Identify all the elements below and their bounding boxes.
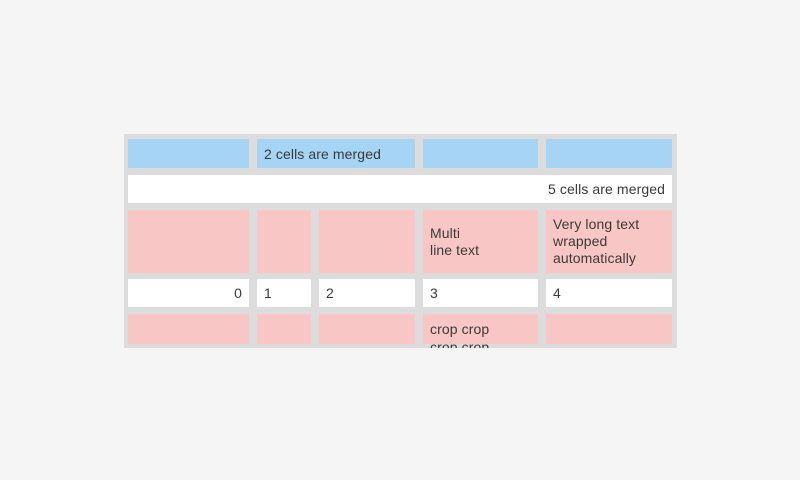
table-cell-r2-c2[interactable] [319,210,415,273]
value-4-label: 4 [553,285,561,301]
table-cell-r4-c2[interactable] [319,314,415,344]
value-2-label: 2 [326,285,334,301]
table-cell-crop[interactable]: crop crop crop crop crop crop [423,314,538,348]
table-cell-r4-c1[interactable] [257,314,311,344]
crop-label: crop crop crop crop crop crop [430,321,490,348]
table-cell-r0-c4[interactable] [546,139,672,168]
value-3-label: 3 [430,285,438,301]
table-cell-value-2[interactable]: 2 [319,279,415,307]
table-cell-r0-c0[interactable] [128,139,249,168]
table-cell-r4-c0[interactable] [128,314,249,344]
table-widget[interactable]: 2 cells are merged 5 cells are merged Mu… [124,134,677,348]
table-cell-value-4[interactable]: 4 [546,279,672,307]
value-0-label: 0 [234,285,242,301]
value-1-label: 1 [264,285,272,301]
table-cell-value-0[interactable]: 0 [128,279,249,307]
merged-2-label: 2 cells are merged [264,145,381,162]
table-cell-r2-c0[interactable] [128,210,249,273]
table-cell-value-1[interactable]: 1 [257,279,311,307]
multiline-label: Multi line text [430,224,480,258]
table-cell-value-3[interactable]: 3 [423,279,538,307]
table-cell-r4-c4[interactable] [546,314,672,344]
table-cell-r2-c1[interactable] [257,210,311,273]
wrapped-label: Very long text wrapped automatically [553,216,640,266]
table-cell-merged-5[interactable]: 5 cells are merged [128,175,672,203]
table-cell-r0-c3[interactable] [423,139,538,168]
table-cell-wrapped[interactable]: Very long text wrapped automatically [546,210,672,273]
table-cell-merged-2[interactable]: 2 cells are merged [257,139,415,168]
merged-5-label: 5 cells are merged [548,181,665,197]
table-cell-multiline[interactable]: Multi line text [423,210,538,273]
